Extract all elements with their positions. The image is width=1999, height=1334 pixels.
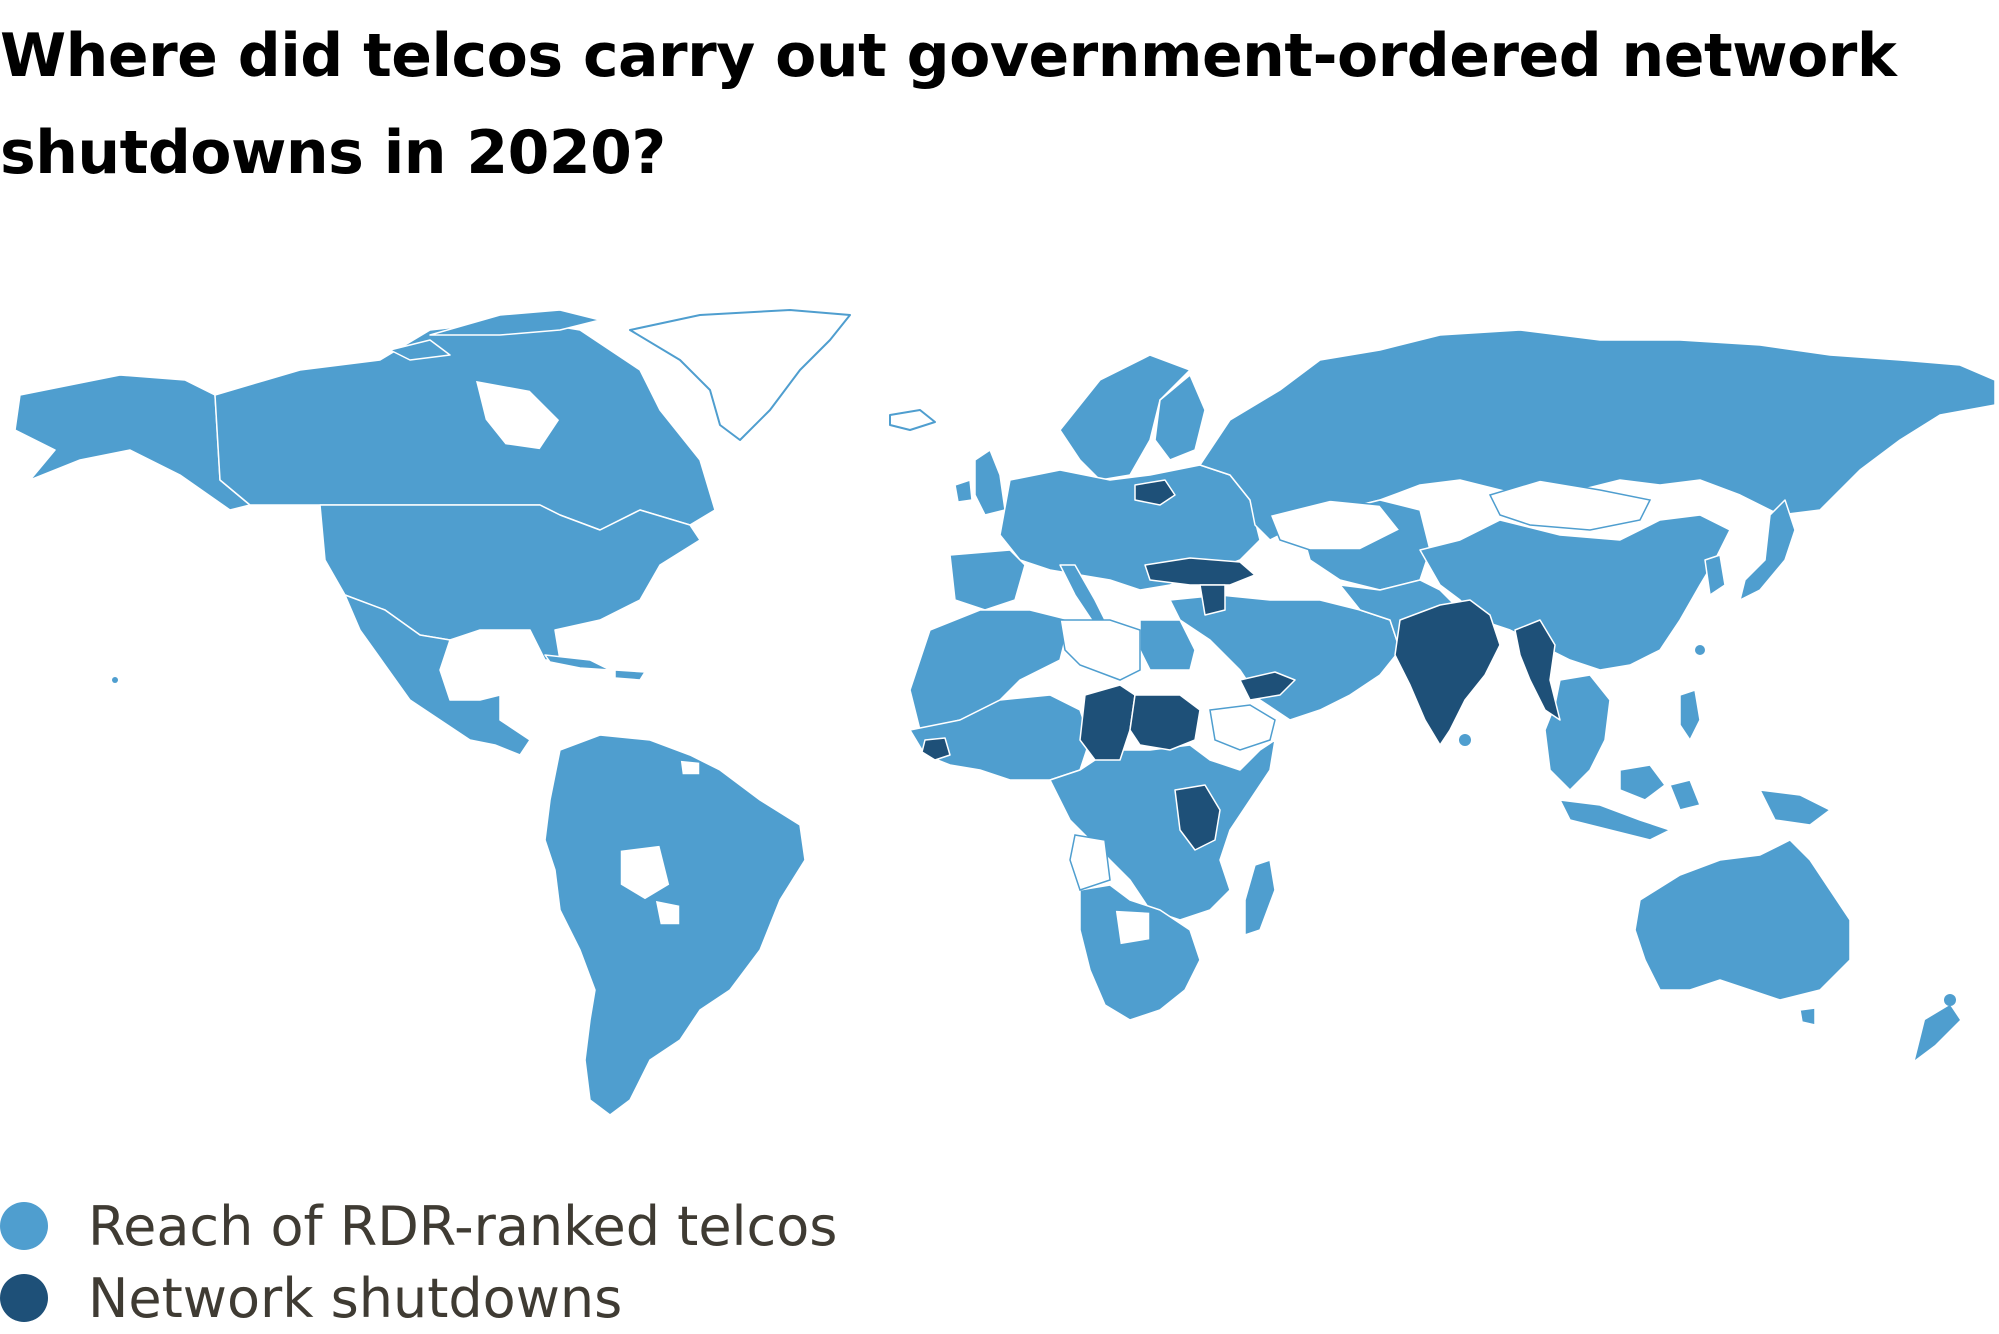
region-iberia [949,549,1026,611]
region-mexico [344,594,531,756]
region-arctic-islands-2 [389,339,451,361]
region-mongolia [1488,479,1652,531]
small-islands [112,645,1960,1060]
region-ethiopia [1209,704,1276,751]
region-turkey [1144,557,1256,586]
reach-regions [14,309,1996,1116]
region-new-zealand [1915,1005,1960,1060]
region-hawaii [112,677,118,683]
region-myanmar [1514,619,1561,721]
region-venezuela-hole [679,759,701,776]
shutdown-regions [921,479,1561,851]
region-southern-africa [1079,884,1201,1021]
region-greenland [629,309,851,441]
legend-item-reach: Reach of RDR-ranked telcos [0,1190,837,1262]
region-arctic-islands-1 [429,309,601,336]
region-syria [1199,584,1226,616]
region-angola [1069,834,1111,891]
legend-label-shutdown: Network shutdowns [88,1266,623,1330]
region-korea [1704,554,1726,596]
region-canada [214,319,716,531]
region-yemen [1239,671,1296,701]
region-australia [1634,839,1851,1001]
region-kazakh-hole [1268,499,1402,551]
legend-label-reach: Reach of RDR-ranked telcos [88,1194,838,1258]
no-data-regions [473,379,1652,946]
region-tanzania [1174,784,1221,851]
region-sri-lanka [1459,734,1471,746]
region-philippines [1679,689,1701,741]
map-title: Where did telcos carry out government-or… [0,21,1897,188]
region-uk [974,449,1006,516]
region-libya [1059,619,1141,681]
region-alaska [14,374,251,511]
region-bolivia [619,844,671,901]
region-middle-east [1169,594,1401,721]
region-hudson-bay [473,379,561,451]
region-paraguay [654,899,681,926]
region-new-zealand-n [1944,994,1956,1006]
region-japan [1739,499,1796,601]
region-belarus [1134,479,1176,506]
region-north-africa [909,609,1071,731]
legend-swatch-shutdown [0,1274,48,1322]
region-india [1394,599,1501,746]
region-ireland [954,479,973,503]
legend-item-shutdown: Network shutdowns [0,1262,837,1334]
region-taiwan [1695,645,1705,655]
region-new-guinea [1759,789,1831,826]
region-indonesia-3 [1669,779,1701,811]
region-cuba [544,654,611,671]
legend-swatch-reach [0,1202,48,1250]
legend: Reach of RDR-ranked telcos Network shutd… [0,1190,837,1334]
region-tasmania [1799,1007,1816,1026]
region-ethiopia-sudan-west [1079,684,1136,761]
region-indonesia-2 [1619,764,1666,801]
region-sudan [1129,694,1201,751]
region-finland [1154,374,1206,461]
region-indonesia-1 [1559,799,1671,841]
world-map [14,309,1996,1116]
region-egypt [1139,619,1196,671]
region-hispaniola [614,669,646,681]
region-scandinavia [1059,354,1191,481]
region-southeast-asia [1544,674,1611,791]
region-botswana [1114,909,1151,946]
region-guinea [921,737,951,761]
region-iceland [889,409,936,431]
region-madagascar [1244,859,1276,936]
